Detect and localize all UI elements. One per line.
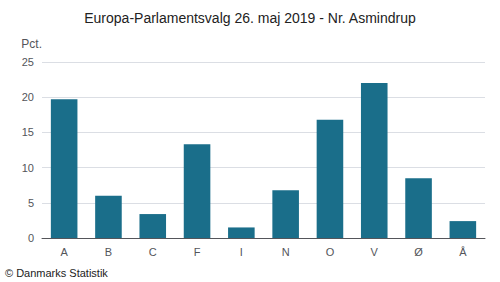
svg-text:Europa-Parlamentsvalg 26. maj: Europa-Parlamentsvalg 26. maj 2019 - Nr.… [84,10,416,26]
svg-text:F: F [194,246,201,258]
svg-text:Å: Å [459,246,467,258]
svg-text:A: A [60,246,68,258]
svg-text:5: 5 [28,197,34,209]
svg-text:N: N [282,246,290,258]
svg-text:Ø: Ø [414,246,423,258]
svg-text:© Danmarks Statistik: © Danmarks Statistik [5,267,108,279]
svg-text:Pct.: Pct. [21,37,42,51]
svg-text:10: 10 [22,162,34,174]
svg-text:V: V [371,246,379,258]
svg-text:20: 20 [22,91,34,103]
svg-text:O: O [326,246,335,258]
svg-text:I: I [240,246,243,258]
svg-text:0: 0 [28,232,34,244]
svg-text:B: B [105,246,112,258]
svg-text:C: C [149,246,157,258]
svg-text:15: 15 [22,126,34,138]
svg-text:25: 25 [22,56,34,68]
